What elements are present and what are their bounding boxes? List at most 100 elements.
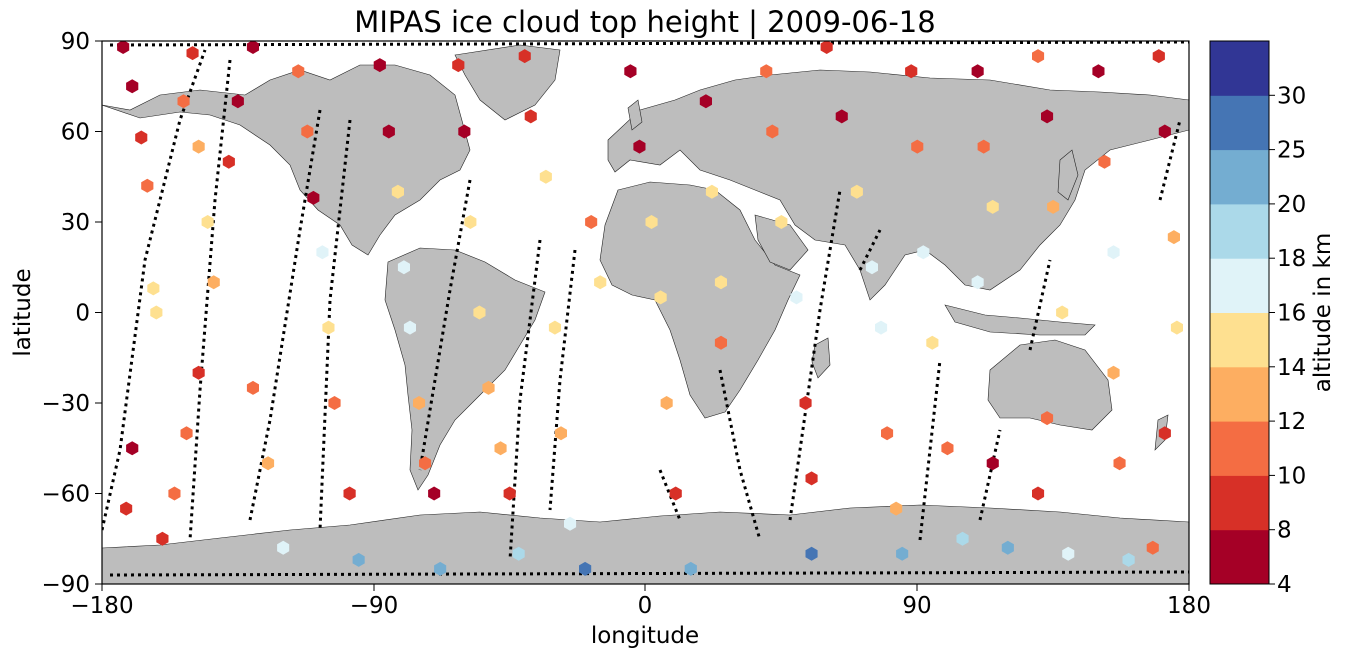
- colorbar-band: [1210, 475, 1269, 531]
- land-indonesia: [944, 304, 1096, 336]
- colorbar-tick-label: 12: [1277, 409, 1306, 435]
- cloud-top-point: [518, 49, 531, 64]
- y-tick-60neg: −60: [41, 482, 102, 508]
- colorbar-band: [1210, 529, 1269, 585]
- cloud-top-point: [1146, 540, 1159, 555]
- cloud-top-point: [805, 471, 818, 486]
- cloud-top-point: [865, 260, 878, 275]
- chart-title: MIPAS ice cloud top height | 2009-06-18: [354, 5, 935, 39]
- cloud-top-point: [926, 335, 939, 350]
- cloud-top-point: [1098, 154, 1111, 169]
- colorbar-tick-label: 16: [1277, 301, 1306, 327]
- cloud-top-point: [1047, 199, 1060, 214]
- land-africa: [599, 181, 801, 419]
- colorbar-band: [1210, 258, 1269, 313]
- colorbar-band: [1210, 366, 1269, 422]
- cloud-top-point: [391, 184, 404, 199]
- x-tick-90: 90: [902, 584, 932, 619]
- cloud-top-point: [292, 64, 305, 79]
- cloud-top-point: [482, 380, 495, 395]
- cloud-top-point: [1152, 49, 1165, 64]
- colorbar-band: [1210, 312, 1269, 368]
- cloud-top-point: [790, 290, 803, 305]
- colorbar-tick-label: 4: [1277, 572, 1292, 598]
- cloud-top-point: [911, 139, 924, 154]
- land-australia: [987, 339, 1113, 431]
- land-greenland: [454, 44, 561, 121]
- cloud-top-point: [1158, 426, 1171, 441]
- cloud-top-point: [579, 561, 592, 576]
- cloud-top-point: [262, 456, 275, 471]
- orbit-track: [978, 429, 1002, 521]
- x-tick-0: 0: [638, 584, 653, 619]
- y-tick-60: 60: [61, 120, 102, 146]
- cloud-top-point: [316, 245, 329, 260]
- colorbar-tick-label: 30: [1277, 83, 1306, 109]
- cloud-top-point: [971, 64, 984, 79]
- colorbar-tick-label: 14: [1277, 355, 1306, 381]
- colorbar-band: [1210, 149, 1269, 205]
- cloud-top-point: [875, 320, 888, 335]
- colorbar-band: [1210, 41, 1269, 96]
- x-tick-label: 90: [902, 593, 931, 619]
- cloud-top-point: [971, 275, 984, 290]
- x-tick-label: 0: [638, 593, 653, 619]
- x-axis-label: longitude: [591, 623, 699, 649]
- colorbar-tick-label: 25: [1277, 138, 1306, 164]
- cloud-top-point: [645, 215, 658, 229]
- cloud-top-point: [805, 546, 818, 561]
- y-tick-30neg: −30: [41, 391, 102, 417]
- cloud-top-point: [322, 320, 335, 335]
- cloud-top-point: [126, 441, 139, 456]
- cloud-top-point: [473, 305, 486, 320]
- cloud-top-point: [1170, 320, 1183, 335]
- cloud-top-point: [660, 396, 673, 410]
- cloud-top-point: [850, 184, 863, 199]
- x-tick-label: 180: [1167, 593, 1211, 619]
- cloud-top-point: [905, 64, 918, 79]
- cloud-top-point: [494, 441, 507, 456]
- orbit-track: [1028, 259, 1052, 351]
- y-tick-90neg: −90: [41, 572, 102, 598]
- x-tick-180neg: −180: [70, 584, 134, 619]
- cloud-top-point: [126, 79, 139, 94]
- cloud-top-point: [419, 456, 432, 471]
- cloud-top-point: [1167, 230, 1180, 245]
- y-tick-label: −90: [41, 572, 90, 598]
- cloud-top-point: [352, 552, 365, 567]
- colorbar-band: [1210, 421, 1269, 476]
- y-tick-label: 90: [61, 29, 90, 55]
- orbit-tracks: [102, 41, 1189, 577]
- cloud-top-point: [1122, 552, 1135, 567]
- cloud-top-point: [246, 380, 259, 395]
- cloud-top-point: [192, 365, 205, 380]
- cloud-top-point: [766, 124, 779, 139]
- cloud-top-point: [896, 546, 909, 561]
- cloud-top-point: [986, 199, 999, 214]
- cloud-top-point: [373, 58, 386, 73]
- colorbar-tick-label: 10: [1277, 463, 1306, 489]
- cloud-top-point: [760, 64, 773, 79]
- land-north-america: [102, 64, 471, 256]
- cloud-top-points: [117, 41, 1183, 576]
- colorbar: 4 8 10 12 14 16 18 20 25 30 altitude in km: [1209, 40, 1336, 598]
- cloud-top-point: [186, 46, 199, 61]
- cloud-top-point: [231, 94, 244, 109]
- orbit-track: [109, 41, 1189, 47]
- land-south-america: [384, 247, 546, 491]
- cloud-top-point: [328, 396, 341, 410]
- orbit-track: [248, 109, 322, 521]
- cloud-top-point: [956, 531, 969, 546]
- land-arabia: [754, 214, 809, 271]
- cloud-top-point: [168, 486, 181, 501]
- colorbar-tick-label: 18: [1277, 246, 1306, 272]
- colorbar-ticks: 4 8 10 12 14 16 18 20 25 30: [1269, 83, 1306, 598]
- cloud-top-point: [192, 139, 205, 154]
- cloud-top-point: [180, 426, 193, 441]
- cloud-top-point: [397, 260, 410, 275]
- cloud-top-point: [539, 169, 552, 184]
- orbit-track: [658, 469, 682, 521]
- cloud-top-point: [669, 486, 682, 501]
- cloud-top-point: [428, 486, 441, 501]
